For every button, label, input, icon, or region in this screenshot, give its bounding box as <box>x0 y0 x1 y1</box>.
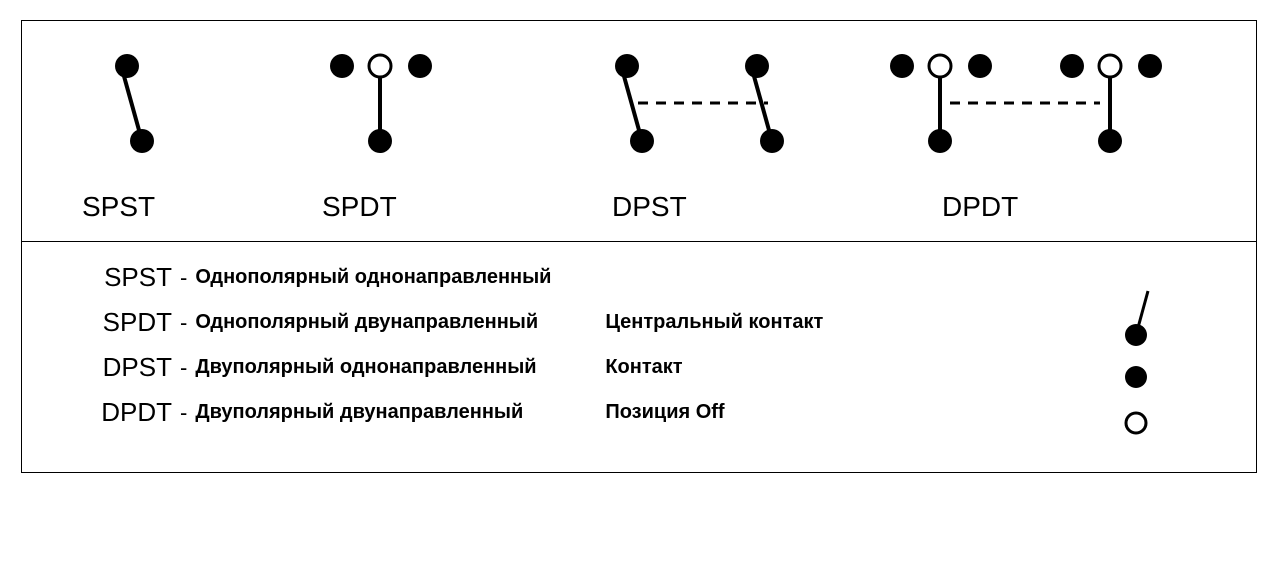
dpdt-a-bot <box>928 129 952 153</box>
dpdt-symbol <box>890 54 1162 153</box>
dpst-symbol <box>615 54 784 153</box>
legend-abbr: SPST <box>82 262 172 293</box>
legend-row-dpst: DPST - Двуполярный однонаправленный Конт… <box>82 352 1216 383</box>
diagram-frame: SPST SPDT DPST DPDT SPST - Однополярный … <box>21 20 1257 473</box>
spdt-bottom-dot <box>368 129 392 153</box>
spdt-left-dot <box>330 54 354 78</box>
legend-desc: Двуполярный однонаправленный <box>195 356 605 379</box>
spst-symbol <box>115 54 154 153</box>
legend-row-dpdt: DPDT - Двуполярный двунаправленный Позиц… <box>82 397 1216 428</box>
legend-icon-filled-dot <box>1116 354 1156 400</box>
dpdt-label: DPDT <box>942 191 1018 223</box>
legend-row-spst: SPST - Однополярный однонаправленный <box>82 262 1216 293</box>
legend-desc: Двуполярный двунаправленный <box>195 401 605 424</box>
legend-note: Контакт <box>605 356 682 379</box>
dpdt-b-left <box>1060 54 1084 78</box>
spst-label: SPST <box>82 191 155 223</box>
legend-icon-hollow-dot <box>1116 400 1156 446</box>
spst-bottom-dot <box>130 129 154 153</box>
legend-dash: - <box>172 310 195 336</box>
legend-dash: - <box>172 265 195 291</box>
legend-abbr: DPDT <box>82 397 172 428</box>
legend-dash: - <box>172 355 195 381</box>
dpst-b-bot <box>760 129 784 153</box>
legend-panel: SPST - Однополярный однонаправленный SPD… <box>22 242 1256 472</box>
spdt-right-dot <box>408 54 432 78</box>
legend-icon-lever <box>1116 308 1156 354</box>
spdt-symbol <box>330 54 432 153</box>
dpst-a-top <box>615 54 639 78</box>
legend-dash: - <box>172 400 195 426</box>
spdt-center-dot <box>369 55 391 77</box>
dpdt-a-right <box>968 54 992 78</box>
legend-row-spdt: SPDT - Однополярный двунаправленный Цент… <box>82 307 1216 338</box>
dpst-b-top <box>745 54 769 78</box>
legend-desc: Однополярный однонаправленный <box>195 266 605 289</box>
legend-icon-column <box>1116 262 1156 446</box>
symbols-panel: SPST SPDT DPST DPDT <box>22 21 1256 242</box>
dpst-label: DPST <box>612 191 687 223</box>
dpdt-a-left <box>890 54 914 78</box>
dpdt-b-right <box>1138 54 1162 78</box>
spdt-label: SPDT <box>322 191 397 223</box>
legend-desc: Однополярный двунаправленный <box>195 311 605 334</box>
dpst-a-bot <box>630 129 654 153</box>
spst-top-dot <box>115 54 139 78</box>
legend-abbr: DPST <box>82 352 172 383</box>
legend-abbr: SPDT <box>82 307 172 338</box>
dpdt-a-center <box>929 55 951 77</box>
legend-note: Позиция Off <box>605 401 724 424</box>
dpdt-b-bot <box>1098 129 1122 153</box>
dpdt-b-center <box>1099 55 1121 77</box>
legend-note: Центральный контакт <box>605 311 823 334</box>
